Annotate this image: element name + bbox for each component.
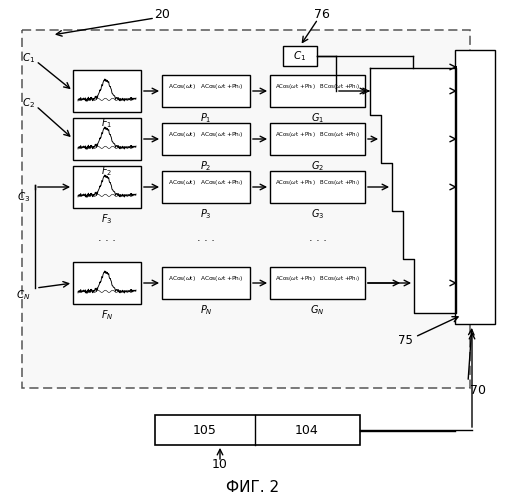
- Bar: [454, 50, 494, 324]
- Text: ACos($\omega$t)   ACos($\omega$t +Ph$_i$): ACos($\omega$t) ACos($\omega$t +Ph$_i$): [168, 82, 243, 90]
- Text: ACos($\omega$t +Ph$_i$)   BCos($\omega$t +Ph$_i$): ACos($\omega$t +Ph$_i$) BCos($\omega$t +…: [274, 178, 360, 186]
- Bar: [162, 123, 249, 155]
- Bar: [73, 118, 141, 160]
- Text: ACos($\omega$t)   ACos($\omega$t +Ph$_i$): ACos($\omega$t) ACos($\omega$t +Ph$_i$): [168, 178, 243, 186]
- Text: $P_2$: $P_2$: [200, 159, 211, 173]
- Text: . . .: . . .: [196, 233, 215, 243]
- Text: $G_N$: $G_N$: [310, 303, 324, 317]
- Polygon shape: [369, 68, 455, 313]
- Text: $C_1$: $C_1$: [293, 49, 306, 63]
- Text: $G_1$: $G_1$: [310, 111, 323, 125]
- Text: ФИГ. 2: ФИГ. 2: [226, 480, 279, 496]
- Text: 20: 20: [154, 8, 170, 20]
- Text: $F_N$: $F_N$: [100, 308, 113, 322]
- Bar: [73, 262, 141, 304]
- Bar: [162, 171, 249, 203]
- Text: $P_1$: $P_1$: [200, 111, 211, 125]
- Bar: [73, 70, 141, 112]
- Text: $F_3$: $F_3$: [101, 212, 113, 226]
- Text: ACos($\omega$t)   ACos($\omega$t +Ph$_i$): ACos($\omega$t) ACos($\omega$t +Ph$_i$): [168, 274, 243, 282]
- Text: 104: 104: [294, 424, 318, 436]
- Text: . . .: . . .: [308, 233, 326, 243]
- Text: $P_N$: $P_N$: [199, 303, 212, 317]
- Text: 70: 70: [469, 384, 485, 396]
- Bar: [155, 415, 359, 445]
- Text: $F_2$: $F_2$: [101, 164, 112, 178]
- Text: ACos($\omega$t +Ph$_i$)   BCos($\omega$t +Ph$_i$): ACos($\omega$t +Ph$_i$) BCos($\omega$t +…: [274, 130, 360, 138]
- Bar: [270, 171, 364, 203]
- Text: 10: 10: [212, 458, 227, 471]
- Text: . . .: . . .: [98, 233, 116, 243]
- Text: $P_3$: $P_3$: [200, 207, 212, 221]
- Bar: [162, 267, 249, 299]
- Text: $F_1$: $F_1$: [101, 116, 113, 130]
- Text: $G_2$: $G_2$: [311, 159, 323, 173]
- Text: ACos($\omega$t +Ph$_i$)   BCos($\omega$t +Ph$_i$): ACos($\omega$t +Ph$_i$) BCos($\omega$t +…: [274, 82, 360, 90]
- Text: 76: 76: [314, 8, 329, 20]
- Bar: [22, 30, 469, 388]
- Bar: [270, 75, 364, 107]
- Bar: [270, 267, 364, 299]
- Bar: [282, 46, 316, 66]
- Text: ACos($\omega$t)   ACos($\omega$t +Ph$_i$): ACos($\omega$t) ACos($\omega$t +Ph$_i$): [168, 130, 243, 138]
- Bar: [456, 55, 486, 315]
- Text: $C_3$: $C_3$: [17, 190, 30, 204]
- Bar: [73, 166, 141, 208]
- Text: ACos($\omega$t +Ph$_i$)   BCos($\omega$t +Ph$_i$): ACos($\omega$t +Ph$_i$) BCos($\omega$t +…: [274, 274, 360, 282]
- Text: 105: 105: [193, 424, 217, 436]
- Text: $G_3$: $G_3$: [310, 207, 324, 221]
- Text: 75: 75: [397, 334, 412, 346]
- Text: $C_N$: $C_N$: [16, 288, 30, 302]
- Bar: [270, 123, 364, 155]
- Bar: [162, 75, 249, 107]
- Text: $C_1$: $C_1$: [22, 51, 35, 65]
- Text: $C_2$: $C_2$: [22, 96, 35, 110]
